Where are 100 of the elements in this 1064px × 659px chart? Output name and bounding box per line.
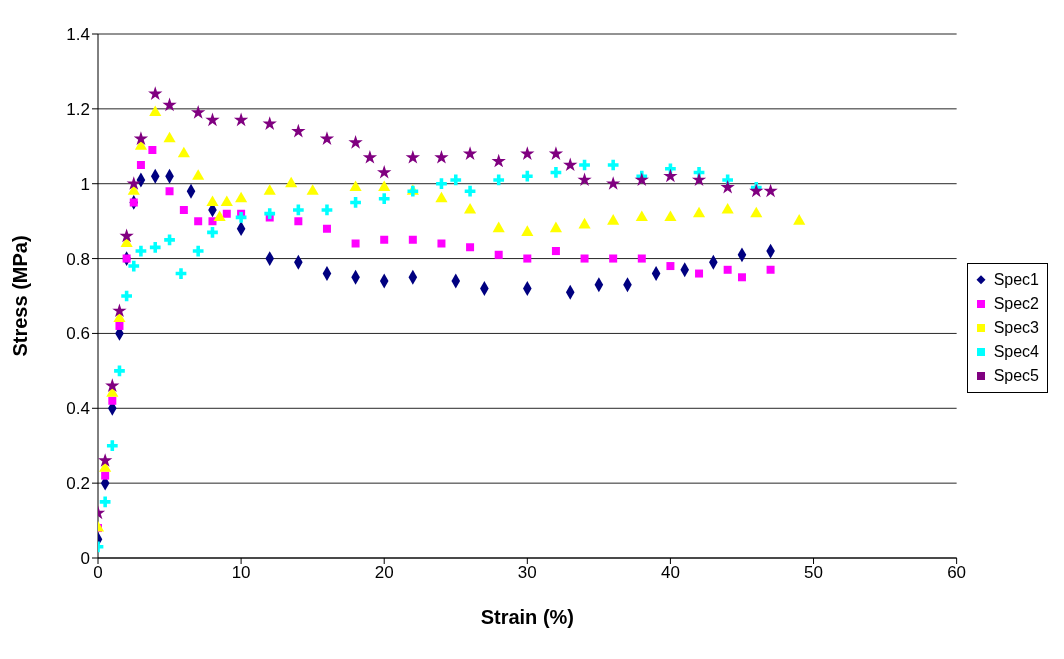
point [464,185,476,197]
point [607,159,619,171]
point [523,254,532,263]
point [148,146,157,155]
point [222,209,231,218]
point [437,239,446,248]
point [578,217,591,229]
point [766,265,775,274]
point [235,212,247,223]
y-tick-label: 1.2 [66,99,90,119]
point [262,116,277,130]
point [666,262,675,271]
point [721,202,734,214]
point [466,243,475,252]
point [294,217,303,226]
y-tick-label: 0.2 [66,474,90,494]
point [285,176,298,188]
point [377,164,392,179]
point [463,202,477,214]
point [306,184,319,195]
point [292,204,304,216]
point [119,228,134,243]
point [763,183,778,198]
point [551,247,560,256]
point [179,205,188,214]
point [550,167,562,178]
point [192,169,205,180]
point [149,241,161,253]
point [635,210,648,221]
x-tick-label: 20 [374,563,394,583]
x-tick-label: 30 [517,563,537,583]
point [664,210,677,221]
point [521,170,533,182]
point [720,179,735,194]
x-tick-label: 40 [660,563,680,583]
y-tick-label: 1.4 [66,25,90,45]
point [563,157,578,172]
point [351,239,360,248]
point [192,245,204,257]
point [692,206,706,218]
point [462,146,478,160]
point [349,180,362,191]
point [162,97,177,112]
point [206,195,219,206]
point [362,149,378,164]
point [580,254,589,263]
point [793,214,806,225]
y-tick-label: 1 [80,174,90,194]
point [163,131,176,143]
point [165,187,174,196]
x-tick-label: 60 [947,563,967,583]
point [607,214,620,225]
point [322,224,331,233]
point [205,112,220,127]
y-tick-label: 0.8 [66,249,90,269]
point [149,105,162,117]
point [177,146,190,158]
y-tick-label: 0 [80,549,90,569]
point [405,149,421,164]
point [634,172,649,187]
x-axis-title: Strain (%) [480,606,574,628]
point [494,250,503,259]
point [321,204,333,216]
legend-label: Spec3 [993,318,1039,338]
point [101,471,110,480]
point [436,178,447,190]
point [378,193,390,205]
point [450,174,462,186]
point [135,245,147,257]
point [291,123,306,138]
point [148,86,163,100]
point [579,159,590,171]
point [220,195,233,206]
point [737,273,746,282]
point [190,105,206,119]
point [492,221,505,233]
point [263,184,276,195]
point [319,131,335,145]
point [435,191,448,203]
x-tick-label: 10 [231,563,251,583]
x-tick-label: 50 [804,563,823,583]
point [695,269,704,278]
point [235,191,248,203]
point [408,235,417,244]
point [491,153,506,168]
point [605,176,621,190]
point [106,440,118,452]
legend-label: Spec5 [993,366,1039,386]
point [164,234,175,246]
y-tick-label: 0.4 [66,399,90,419]
point [348,134,363,149]
x-tick-label: 0 [93,563,103,583]
point [213,210,226,221]
point [548,146,564,160]
point [112,303,127,318]
y-axis-title: Stress (MPa) [9,235,32,357]
legend-label: Spec2 [993,294,1039,314]
point [114,365,125,377]
legend-label: Spec4 [993,342,1039,362]
point [98,453,113,467]
